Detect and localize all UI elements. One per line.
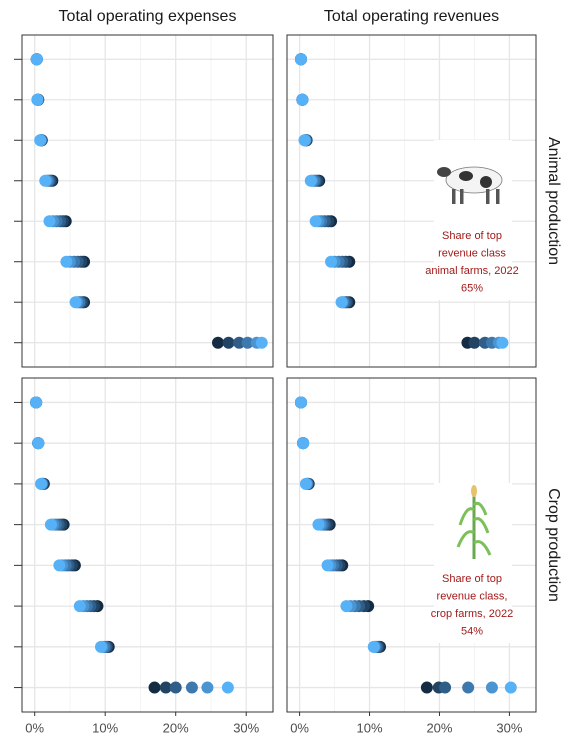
row-strip-label: Crop production <box>545 488 562 602</box>
annotation-text: Share of top <box>442 230 502 242</box>
annotation-text: revenue class, <box>437 590 508 602</box>
annotation-text: revenue class <box>438 247 506 259</box>
dot <box>222 682 234 694</box>
dot <box>298 134 310 146</box>
cow-spot <box>459 171 473 181</box>
x-tick-label: 20% <box>426 720 452 735</box>
dot <box>505 682 517 694</box>
dot <box>149 682 161 694</box>
dot <box>70 296 82 308</box>
dot <box>201 682 213 694</box>
annotation-text: Share of top <box>442 573 502 585</box>
annotation-text: 65% <box>461 282 483 294</box>
dot <box>256 337 268 349</box>
dot <box>95 641 107 653</box>
x-tick-label: 30% <box>496 720 522 735</box>
column-strip-label: Total operating revenues <box>324 8 499 25</box>
dot <box>340 600 352 612</box>
dot <box>297 437 309 449</box>
dot <box>39 175 51 187</box>
dot <box>421 682 433 694</box>
dot <box>312 519 324 531</box>
panel-background <box>22 35 273 367</box>
dot <box>295 53 307 65</box>
x-tick-label: 10% <box>357 720 383 735</box>
dot <box>486 682 498 694</box>
dot <box>35 478 47 490</box>
annotation-text: animal farms, 2022 <box>425 265 519 277</box>
dot <box>186 682 198 694</box>
panel-background <box>22 378 273 712</box>
corn-tassel <box>471 485 477 497</box>
dot <box>325 256 337 268</box>
cow-leg <box>460 189 464 204</box>
x-tick-label: 10% <box>92 720 118 735</box>
dot <box>305 175 317 187</box>
dot <box>223 337 235 349</box>
x-tick-label: 0% <box>25 720 44 735</box>
column-strip-label: Total operating expenses <box>59 8 237 25</box>
dot <box>45 519 57 531</box>
dot <box>462 682 474 694</box>
dot <box>468 337 480 349</box>
dot <box>43 215 55 227</box>
dot <box>31 53 43 65</box>
dot <box>74 600 86 612</box>
cow-head <box>437 167 451 177</box>
dot <box>336 296 348 308</box>
chart: Total operating expenses Total operating … <box>0 0 571 740</box>
annotation-text: 54% <box>461 625 483 637</box>
dot <box>368 641 380 653</box>
cow-spot <box>480 176 492 188</box>
dot <box>310 215 322 227</box>
dot <box>300 478 312 490</box>
cow-leg <box>452 189 456 204</box>
dot <box>295 396 307 408</box>
dot <box>296 94 308 106</box>
x-tick-label: 0% <box>290 720 309 735</box>
dot <box>34 134 46 146</box>
x-tick-label: 30% <box>233 720 259 735</box>
dot <box>170 682 182 694</box>
dot <box>32 94 44 106</box>
dot <box>32 437 44 449</box>
cow-leg <box>496 189 500 204</box>
x-tick-label: 20% <box>163 720 189 735</box>
annotation-text: crop farms, 2022 <box>431 608 514 620</box>
dot <box>60 256 72 268</box>
dot <box>439 682 451 694</box>
cow-leg <box>486 189 490 204</box>
dot <box>322 559 334 571</box>
dot <box>30 396 42 408</box>
row-strip-label: Animal production <box>545 137 562 265</box>
dot <box>53 559 65 571</box>
page: {"chart_data": { "type": "dot", "columns… <box>0 0 571 745</box>
dot <box>496 337 508 349</box>
dot <box>212 337 224 349</box>
